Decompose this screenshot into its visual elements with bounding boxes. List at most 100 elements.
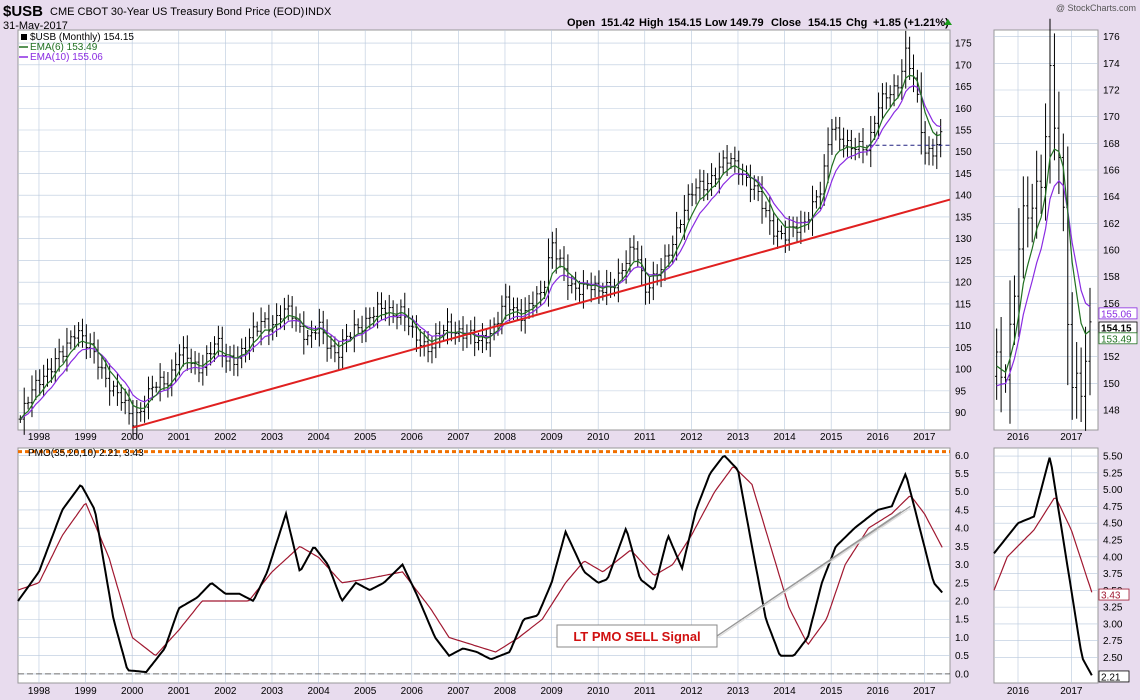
zoom-value-label: 155.06 [1101, 309, 1132, 320]
annotation-box [556, 624, 718, 648]
x-tick-label: 2012 [680, 432, 703, 443]
watermark: @ StockCharts.com [1056, 3, 1136, 13]
date-label: 31-May-2017 [3, 20, 68, 32]
exchange-label: INDX [305, 6, 332, 18]
x-tick-label: 2002 [214, 686, 237, 697]
x-tick-label: 2012 [680, 686, 703, 697]
y-tick-label: 115 [955, 299, 971, 310]
x-tick-label: 2010 [587, 432, 610, 443]
x-tick-label: 2003 [261, 686, 284, 697]
x-tick-label: 2002 [214, 432, 237, 443]
x-tick-label: 2006 [401, 686, 424, 697]
trend-line [131, 198, 951, 429]
x-tick-label: 2017 [1060, 432, 1083, 443]
y-tick-label: 3.00 [1103, 619, 1123, 630]
y-tick-label: 174 [1103, 59, 1120, 70]
close-value: 154.15 [808, 17, 842, 29]
legend-ema10: EMA(10) 155.06 [30, 52, 103, 63]
pmo-zoom-chart: 201620172.502.753.003.253.503.754.004.25… [993, 448, 1130, 697]
up-arrow-icon [944, 19, 952, 25]
y-tick-label: 5.0 [955, 487, 969, 498]
x-tick-label: 2009 [540, 686, 563, 697]
x-tick-label: 2011 [634, 686, 656, 697]
y-tick-label: 1.5 [955, 615, 969, 626]
x-tick-label: 2004 [307, 432, 330, 443]
price-chart: 1998 1999 2000 2001 2002 2003 2004 2005 2006 2007… [18, 30, 972, 443]
x-tick-label: 2008 [494, 686, 517, 697]
x-tick-label: 2014 [773, 686, 796, 697]
x-tick-label: 2000 [121, 686, 144, 697]
x-tick-label: 2016 [1007, 686, 1030, 697]
high-label: High [639, 17, 664, 29]
y-tick-label: 3.75 [1103, 569, 1123, 580]
x-tick-label: 2005 [354, 686, 377, 697]
x-tick-label: 1998 [28, 432, 51, 443]
legend-pmo: PMO(35,20,10) 2.21, 3.43 [28, 448, 144, 459]
ema6-line [19, 74, 941, 420]
x-tick-label: 2017 [913, 686, 936, 697]
y-tick-label: 156 [1103, 299, 1120, 310]
y-tick-label: 165 [955, 82, 972, 93]
y-tick-label: 166 [1103, 166, 1120, 177]
y-tick-label: 168 [1103, 139, 1120, 150]
y-tick-label: 100 [955, 365, 972, 376]
zoom-value-box [1098, 307, 1138, 320]
price-panel [17, 29, 951, 431]
y-tick-label: 5.50 [1103, 452, 1123, 463]
y-tick-label: 176 [1103, 32, 1120, 43]
x-tick-label: 1998 [28, 686, 51, 697]
y-tick-label: 5.25 [1103, 468, 1123, 479]
zoom-value-label: 153.49 [1101, 334, 1132, 345]
y-tick-label: 4.00 [1103, 552, 1123, 563]
zoom-pmo-line [993, 457, 1093, 676]
x-tick-label: 2017 [1060, 686, 1083, 697]
x-tick-label: 2007 [447, 432, 470, 443]
y-tick-label: 148 [1103, 406, 1120, 417]
low-value: 149.79 [730, 17, 764, 29]
x-tick-label: 2016 [867, 686, 890, 697]
y-tick-label: 2.50 [1103, 653, 1123, 664]
y-tick-label: 120 [955, 278, 972, 289]
y-tick-label: 2.5 [955, 578, 969, 589]
chg-label: Chg [846, 17, 867, 29]
x-tick-label: 2013 [727, 432, 750, 443]
sell-signal-annotation: LT PMO SELL Signal [556, 624, 718, 648]
zoom-value-box [1098, 332, 1138, 345]
pmo-panel [17, 447, 951, 684]
y-tick-label: 125 [955, 256, 972, 267]
zoom-pmo-value-box [1098, 670, 1130, 683]
y-tick-label: 135 [955, 212, 972, 223]
pmo-chart: 1998 1999 2000 2001 2002 2003 2004 2005 2006 2007… [17, 448, 969, 697]
security-name: CME CBOT 30-Year US Treasury Bond Price … [50, 6, 304, 18]
y-tick-label: 150 [955, 147, 972, 158]
y-tick-label: 162 [1103, 219, 1120, 230]
y-tick-label: 175 [955, 39, 972, 50]
y-tick-label: 4.0 [955, 524, 969, 535]
y-tick-label: 0.0 [955, 669, 969, 680]
legend-ema6: EMA(6) 153.49 [30, 42, 98, 53]
y-tick-label: 4.25 [1103, 535, 1123, 546]
x-tick-label: 2006 [401, 432, 424, 443]
x-tick-label: 2016 [867, 432, 890, 443]
zoom-value-label: 154.15 [1101, 324, 1132, 335]
y-tick-label: 0.5 [955, 651, 969, 662]
x-tick-label: 2007 [447, 686, 470, 697]
x-tick-label: 1999 [74, 432, 97, 443]
price-legend: $USB (Monthly) 154.15 EMA(6) 153.49 EMA(… [19, 32, 134, 63]
symbol-label: $USB [3, 3, 43, 20]
x-tick-label: 2009 [540, 432, 563, 443]
legend-price: $USB (Monthly) 154.15 [30, 32, 134, 43]
y-tick-label: 95 [955, 386, 967, 397]
y-tick-label: 5.5 [955, 469, 969, 480]
x-tick-label: 2004 [307, 686, 330, 697]
x-tick-label: 2016 [1007, 432, 1030, 443]
y-tick-label: 1.0 [955, 633, 969, 644]
y-tick-label: 90 [955, 408, 967, 419]
chg-value: +1.85 (+1.21%) [873, 17, 949, 29]
ema10-line [19, 85, 941, 420]
x-tick-label: 2001 [168, 686, 191, 697]
high-value: 154.15 [668, 17, 702, 29]
y-tick-label: 110 [955, 321, 971, 332]
ohlc-readout: Open 151.42 High 154.15 Low 149.79 Close… [567, 17, 949, 29]
x-tick-label: 2001 [168, 432, 191, 443]
